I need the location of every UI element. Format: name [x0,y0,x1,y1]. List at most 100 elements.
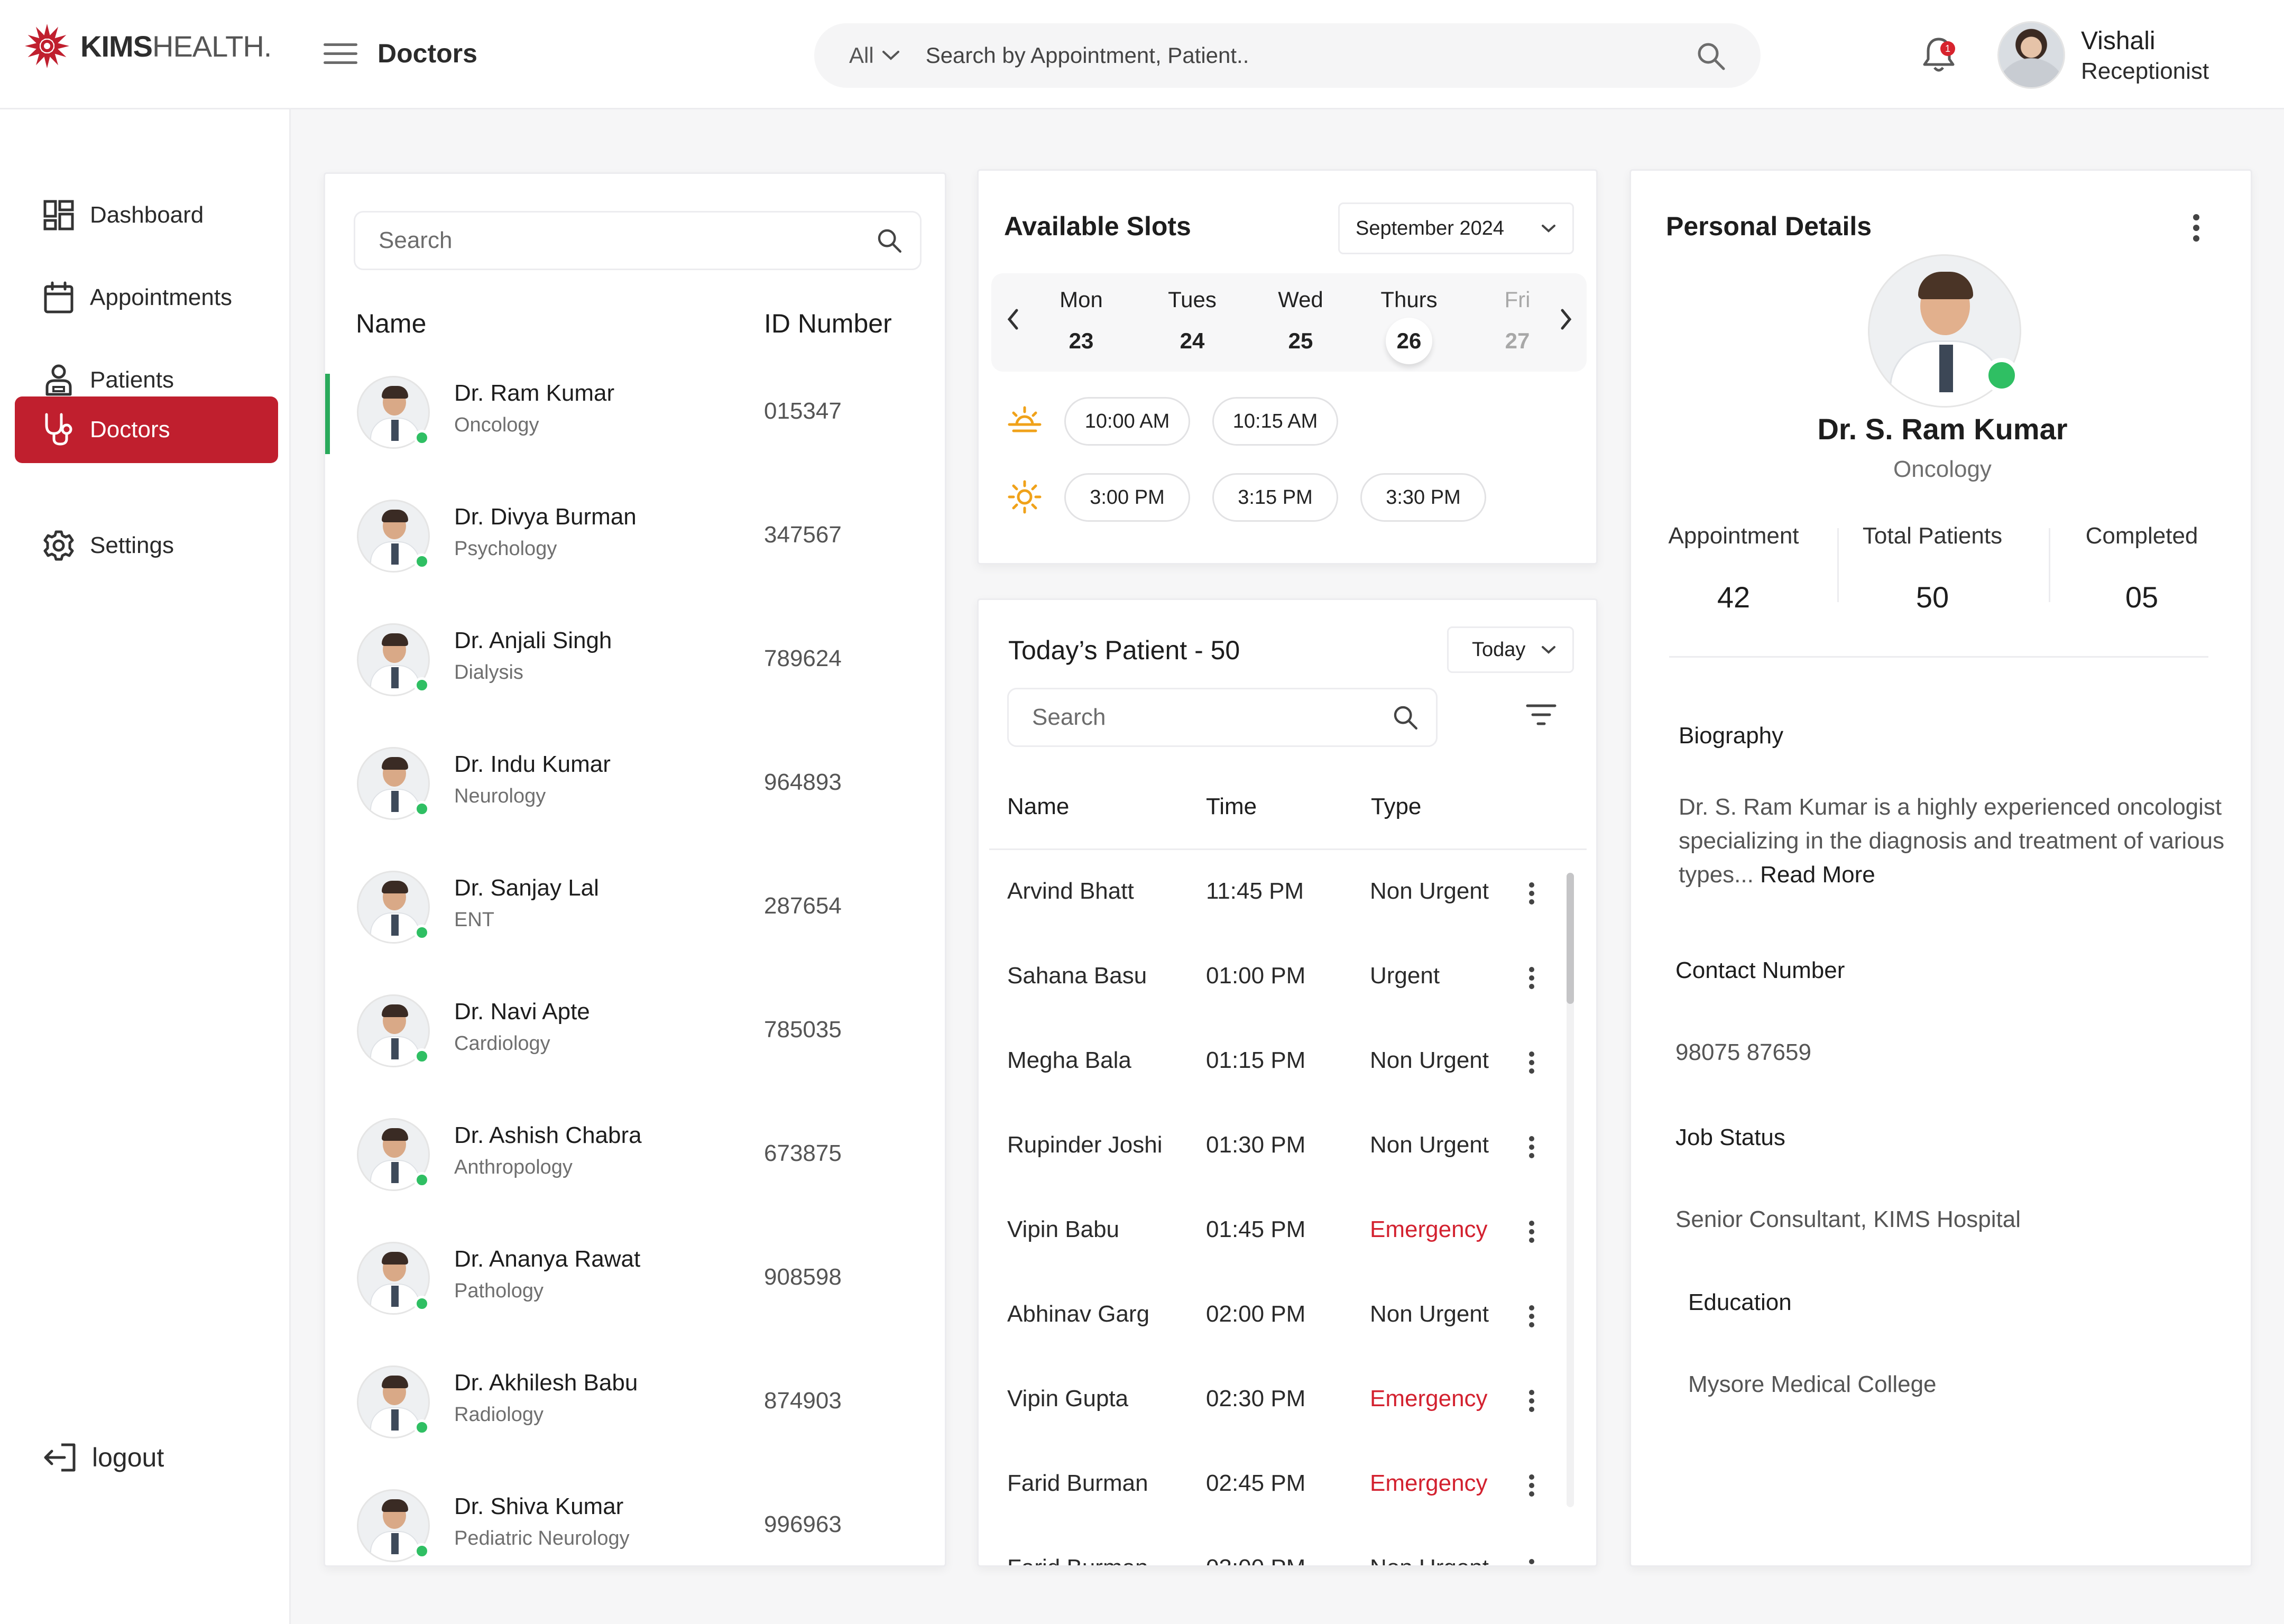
doctor-row[interactable]: Dr. Navi Apte Cardiology 785035 [325,992,945,1116]
day-thurs[interactable]: Thurs 26 [1372,287,1446,364]
chevron-right-icon[interactable] [1558,306,1574,333]
sidebar-item-patients[interactable]: Patients [15,347,278,413]
personal-details-title: Personal Details [1666,211,1872,241]
sun-icon [1008,480,1042,514]
online-status-dot [414,677,430,693]
doctor-row[interactable]: Dr. Akhilesh Babu Radiology 874903 [325,1363,945,1487]
appointment-time: 03:00 PM [1206,1555,1305,1565]
table-row[interactable]: Farid Burman 03:00 PM Non Urgent [979,1536,1596,1567]
table-row[interactable]: Sahana Basu 01:00 PM Urgent [979,944,1596,1028]
search-icon[interactable] [876,227,903,254]
more-options-icon[interactable] [1527,881,1536,906]
table-row[interactable]: Vipin Gupta 02:30 PM Emergency [979,1367,1596,1451]
sidebar-item-label: Dashboard [90,202,204,228]
chevron-down-icon [1542,225,1555,233]
bell-icon[interactable] [1920,35,1957,75]
doctor-id: 673875 [764,1140,842,1166]
stat-label: Appointment [1668,523,1799,549]
urgency-type: Non Urgent [1370,878,1489,904]
time-slot-button[interactable]: 10:15 AM [1212,397,1338,446]
sidebar-item-label: Appointments [90,284,233,310]
today-dropdown[interactable]: Today [1447,626,1574,673]
day-fri[interactable]: Fri 27 [1480,287,1554,364]
more-options-icon[interactable] [2190,212,2202,244]
more-options-icon[interactable] [1527,1050,1536,1075]
patient-name: Farid Burman [1007,1470,1148,1496]
doctor-row[interactable]: Dr. Anjali Singh Dialysis 789624 [325,621,945,745]
sidebar-item-settings[interactable]: Settings [15,512,278,579]
table-row[interactable]: Farid Burman 02:45 PM Emergency [979,1451,1596,1536]
time-slot-button[interactable]: 3:30 PM [1360,473,1486,522]
time-slot-button[interactable]: 3:00 PM [1064,473,1190,522]
table-row[interactable]: Vipin Babu 01:45 PM Emergency [979,1197,1596,1282]
chevron-left-icon[interactable] [1005,306,1021,333]
scrollbar-thumb[interactable] [1567,873,1574,1004]
doctor-name: Dr. Shiva Kumar [454,1493,624,1519]
doctor-name: Dr. Anjali Singh [454,628,612,653]
patient-name: Vipin Babu [1007,1216,1120,1242]
doctor-name: Dr. Sanjay Lal [454,875,599,901]
doctor-id: 874903 [764,1388,842,1414]
search-icon[interactable] [1695,40,1727,72]
global-search[interactable]: All Search by Appointment, Patient.. [814,23,1761,88]
more-options-icon[interactable] [1527,1389,1536,1413]
appointment-time: 01:45 PM [1206,1216,1306,1242]
doctor-row[interactable]: Dr. Ashish Chabra Anthropology 673875 [325,1116,945,1240]
doctor-row[interactable]: Dr. Divya Burman Psychology 347567 [325,497,945,621]
month-dropdown[interactable]: September 2024 [1338,202,1574,254]
doctor-search-input[interactable]: Search [354,211,922,270]
table-row[interactable]: Abhinav Garg 02:00 PM Non Urgent [979,1282,1596,1367]
urgency-type: Non Urgent [1370,1132,1489,1158]
stat-value: 05 [2125,580,2159,614]
kims-logo[interactable]: KIMSHEALTH. [23,22,272,70]
sidebar-item-appointments[interactable]: Appointments [15,264,278,331]
more-options-icon[interactable] [1527,1473,1536,1498]
menu-icon[interactable] [324,43,357,67]
more-options-icon[interactable] [1527,1558,1536,1567]
table-row[interactable]: Arvind Bhatt 11:45 PM Non Urgent [979,859,1596,944]
sidebar: Dashboard Appointments Patients Doctors … [0,109,291,1624]
urgency-type: Non Urgent [1370,1047,1489,1073]
global-search-input[interactable]: Search by Appointment, Patient.. [925,43,1249,68]
stat-label: Completed [2085,523,2198,549]
search-filter-dropdown[interactable]: All [849,43,900,68]
brand-name-regular: HEALTH [152,29,264,63]
doctor-row[interactable]: Dr. Shiva Kumar Pediatric Neurology 996963 [325,1487,945,1565]
online-status-dot [414,801,430,817]
logout-button[interactable]: logout [42,1442,164,1473]
online-status-dot [414,430,430,446]
appointment-time: 01:00 PM [1206,963,1306,989]
column-header-type: Type [1371,793,1422,819]
more-options-icon[interactable] [1527,1220,1536,1244]
doctor-row[interactable]: Dr. Ram Kumar Oncology 015347 [325,374,945,497]
sidebar-item-dashboard[interactable]: Dashboard [15,182,278,248]
sidebar-item-doctors[interactable]: Doctors [15,396,278,463]
time-slot-button[interactable]: 3:15 PM [1212,473,1338,522]
doctor-id: 785035 [764,1017,842,1042]
doctor-row[interactable]: Dr. Sanjay Lal ENT 287654 [325,869,945,992]
doctor-row[interactable]: Dr. Ananya Rawat Pathology 908598 [325,1240,945,1363]
table-row[interactable]: Rupinder Joshi 01:30 PM Non Urgent [979,1113,1596,1197]
doctor-row[interactable]: Dr. Indu Kumar Neurology 964893 [325,745,945,869]
column-header-name: Name [356,309,427,338]
stat-label: Total Patients [1862,523,2003,549]
more-options-icon[interactable] [1527,1135,1536,1159]
day-mon[interactable]: Mon 23 [1044,287,1118,364]
stat-value: 50 [1915,580,1949,614]
doctor-list: Dr. Ram Kumar Oncology 015347 Dr. Divya Bur… [325,374,945,1565]
doctor-specialty: Cardiology [454,1032,550,1055]
avatar[interactable] [1997,21,2065,89]
search-icon[interactable] [1392,704,1419,731]
scrollbar-track[interactable] [1567,873,1574,1507]
time-slot-button[interactable]: 10:00 AM [1064,397,1190,446]
more-options-icon[interactable] [1527,966,1536,990]
online-status-dot [414,1419,430,1435]
patient-search-input[interactable]: Search [1007,688,1438,747]
day-wed[interactable]: Wed 25 [1264,287,1338,364]
more-options-icon[interactable] [1527,1304,1536,1328]
read-more-link[interactable]: Read More [1760,862,1875,888]
table-row[interactable]: Megha Bala 01:15 PM Non Urgent [979,1028,1596,1113]
online-status-dot [414,1048,430,1064]
day-tues[interactable]: Tues 24 [1155,287,1229,364]
filter-icon[interactable] [1524,702,1558,728]
